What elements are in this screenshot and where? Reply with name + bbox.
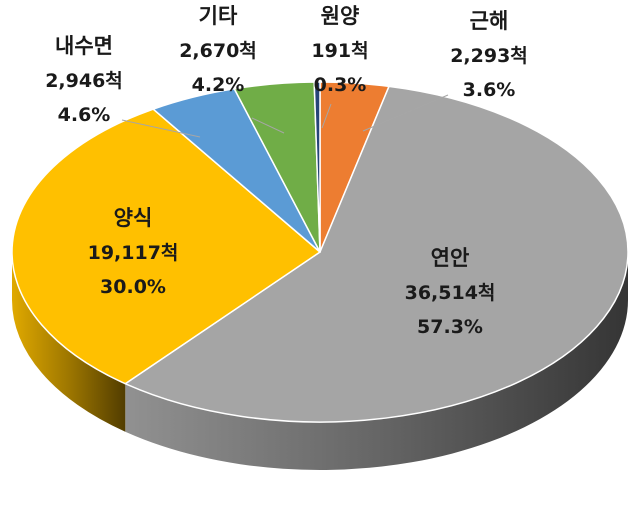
label-yeonan-name: 연안: [431, 246, 470, 270]
label-wonyang-name: 원양: [321, 4, 360, 28]
label-geunhae-name: 근해: [470, 9, 509, 33]
label-gita-percent: 4.2%: [192, 74, 245, 96]
label-gita-count: 2,670척: [179, 40, 257, 62]
label-naesumyeon-count: 2,946척: [45, 70, 123, 92]
label-naesumyeon-percent: 4.6%: [58, 104, 111, 126]
label-geunhae-count: 2,293척: [450, 45, 528, 67]
label-yangsik-count: 19,117척: [88, 242, 179, 264]
label-yeonan-percent: 57.3%: [417, 316, 483, 338]
label-yangsik-name: 양식: [114, 206, 153, 230]
label-naesumyeon-name: 내수면: [55, 34, 113, 58]
label-gita-name: 기타: [199, 4, 238, 28]
label-yeonan-count: 36,514척: [405, 282, 496, 304]
label-wonyang-count: 191척: [311, 40, 368, 62]
label-yangsik-percent: 30.0%: [100, 276, 166, 298]
label-geunhae-percent: 3.6%: [463, 79, 516, 101]
label-wonyang-percent: 0.3%: [314, 74, 367, 96]
